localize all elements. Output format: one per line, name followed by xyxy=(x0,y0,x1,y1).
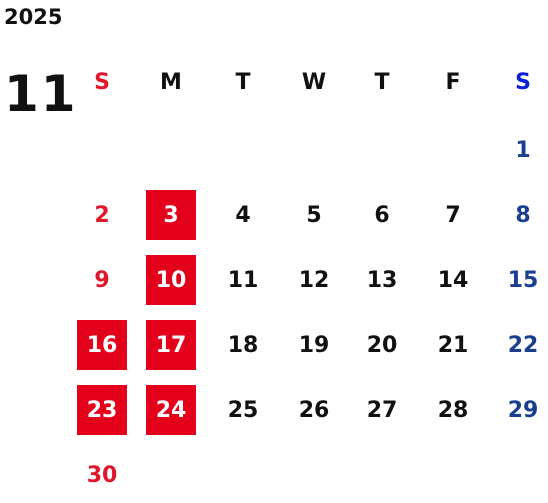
day-cell: 4 xyxy=(235,202,251,228)
month-number: 11 xyxy=(4,65,78,123)
day-cell: 27 xyxy=(366,397,398,423)
weekday-monday: M xyxy=(160,69,182,95)
day-cell: 12 xyxy=(298,267,330,293)
day-cell: 11 xyxy=(227,267,259,293)
day-cell: 2 xyxy=(94,202,110,228)
day-cell: 14 xyxy=(437,267,469,293)
weekday-saturday: S xyxy=(515,69,531,95)
day-cell: 18 xyxy=(227,332,259,358)
day-cell: 8 xyxy=(515,202,531,228)
day-cell: 25 xyxy=(227,397,259,423)
day-cell: 29 xyxy=(507,397,539,423)
weekday-wednesday: W xyxy=(301,69,327,95)
day-cell: 5 xyxy=(306,202,322,228)
day-cell-holiday: 10 xyxy=(146,255,196,305)
weekday-thursday: T xyxy=(374,69,390,95)
day-cell-holiday: 3 xyxy=(146,190,196,240)
day-cell: 1 xyxy=(515,137,531,163)
weekday-sunday: S xyxy=(94,69,110,95)
day-cell: 19 xyxy=(298,332,330,358)
day-cell: 28 xyxy=(437,397,469,423)
day-cell: 21 xyxy=(437,332,469,358)
day-cell: 20 xyxy=(366,332,398,358)
day-cell: 7 xyxy=(445,202,461,228)
weekday-friday: F xyxy=(445,69,461,95)
day-cell-holiday: 17 xyxy=(146,320,196,370)
day-cell-holiday: 24 xyxy=(146,385,196,435)
weekday-tuesday: T xyxy=(235,69,251,95)
day-cell: 22 xyxy=(507,332,539,358)
day-cell-holiday: 23 xyxy=(77,385,127,435)
day-cell: 9 xyxy=(94,267,110,293)
year-label: 2025 xyxy=(4,5,63,29)
day-cell: 6 xyxy=(374,202,390,228)
day-cell: 26 xyxy=(298,397,330,423)
day-cell: 30 xyxy=(86,462,118,488)
day-cell: 13 xyxy=(366,267,398,293)
day-cell-holiday: 16 xyxy=(77,320,127,370)
day-cell: 15 xyxy=(507,267,539,293)
